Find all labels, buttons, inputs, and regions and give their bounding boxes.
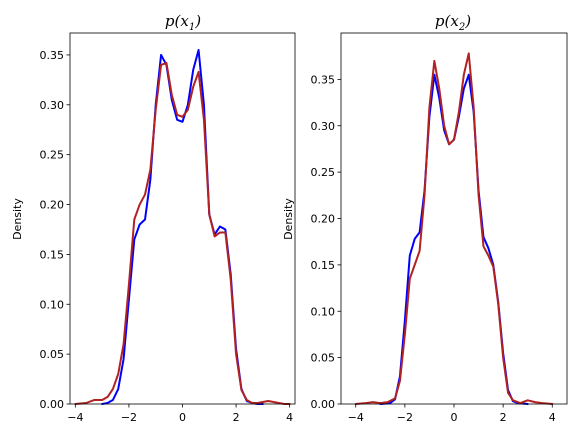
y-tick-label: 0.35: [40, 49, 65, 62]
y-tick-label: 0.00: [40, 398, 65, 411]
x-tick-label: −4: [348, 411, 364, 424]
y-tick-label: 0.30: [311, 120, 336, 133]
y-tick-label: 0.25: [40, 149, 65, 162]
x-tick-label: −4: [67, 411, 83, 424]
density-curve-red: [354, 52, 554, 405]
y-axis-label: Density: [11, 198, 24, 240]
y-axis-label: Density: [282, 198, 295, 240]
x-tick-label: −2: [121, 411, 137, 424]
x-tick-label: 0: [179, 411, 186, 424]
y-tick-label: 0.25: [311, 166, 336, 179]
y-tick-label: 0.05: [40, 348, 65, 361]
y-tick-label: 0.05: [311, 352, 336, 365]
x-tick-label: 2: [233, 411, 240, 424]
y-tick-label: 0.15: [40, 248, 65, 261]
x-tick-label: 4: [549, 411, 556, 424]
y-tick-label: 0.15: [311, 259, 336, 272]
y-tick-label: 0.00: [311, 398, 336, 411]
y-tick-label: 0.10: [40, 298, 65, 311]
y-tick-label: 0.35: [311, 73, 336, 86]
panel-p-x2: p(x2) Density −4 −2 0 2 4 0.00 0.05 0.10 0.15 0.2…: [282, 12, 568, 424]
x-tick-label: −2: [397, 411, 413, 424]
density-curve-red: [74, 61, 291, 405]
x-tick-label: 0: [451, 411, 458, 424]
panel-title: p(x1): [165, 12, 201, 33]
panel-title: p(x2): [435, 12, 471, 33]
x-tick-label: 2: [500, 411, 507, 424]
y-tick-label: 0.20: [40, 199, 65, 212]
plot-area: −4 −2 0 2 4 0.00 0.05 0.10 0.15 0.20 0.25 0.30 0.35: [311, 32, 568, 424]
panel-p-x1: p(x1) Density −4 −2 0 2 4 0.00 0.05 0.10 0.15 0.2…: [11, 12, 296, 424]
y-tick-label: 0.30: [40, 99, 65, 112]
x-tick-label: 4: [286, 411, 293, 424]
y-tick-label: 0.20: [311, 213, 336, 226]
y-tick-label: 0.10: [311, 305, 336, 318]
plot-area: −4 −2 0 2 4 0.00 0.05 0.10 0.15 0.20 0.25 0.30 0.35: [40, 32, 296, 424]
